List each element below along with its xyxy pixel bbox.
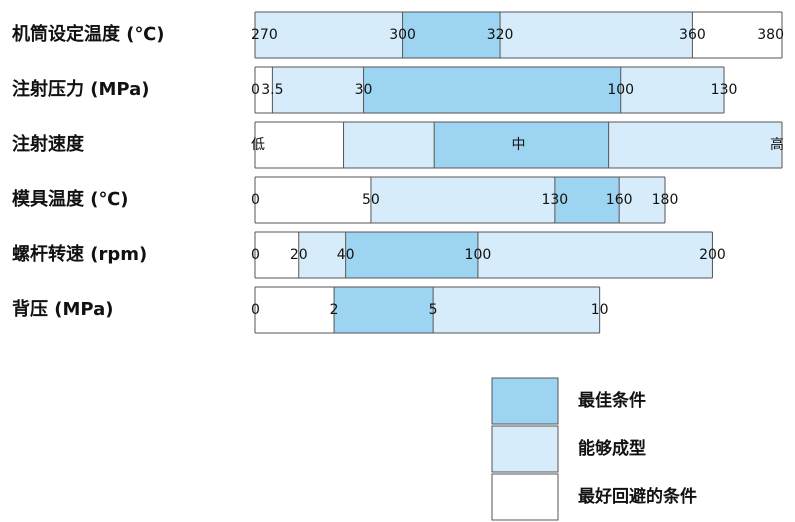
tick-label: 10 — [591, 302, 609, 318]
tick-label: 130 — [541, 192, 568, 208]
tick-label: 360 — [679, 27, 706, 43]
range-segment-ok — [343, 122, 435, 168]
row-label: 机筒设定温度 (℃) — [12, 23, 165, 45]
tick-label: 高 — [770, 136, 784, 153]
legend-swatch-avoid — [491, 473, 559, 521]
tick-label: 0 — [251, 302, 260, 318]
row-label: 螺杆转速 (rpm) — [12, 243, 147, 265]
tick-label: 50 — [362, 192, 380, 208]
range-segment-best — [402, 12, 501, 58]
tick-label: 130 — [711, 82, 738, 98]
tick-label: 30 — [355, 82, 373, 98]
range-segment-ok — [255, 12, 403, 58]
row-label: 背压 (MPa) — [12, 298, 114, 320]
range-segment-ok — [619, 177, 666, 223]
tick-label: 20 — [290, 247, 308, 263]
tick-label: 160 — [606, 192, 633, 208]
legend-label: 最佳条件 — [578, 390, 646, 411]
tick-label: 100 — [607, 82, 634, 98]
range-segment-ok — [298, 232, 346, 278]
range-segment-best — [554, 177, 620, 223]
range-segment-ok — [370, 177, 555, 223]
range-segment-avoid — [255, 122, 344, 168]
tick-label: 380 — [757, 27, 784, 43]
range-segment-avoid — [255, 67, 273, 113]
range-segment-avoid — [692, 12, 782, 58]
range-segment-avoid — [255, 287, 335, 333]
legend-swatch-best — [491, 377, 559, 425]
tick-label: 5 — [429, 302, 438, 318]
range-segment-ok — [477, 232, 713, 278]
range-segment-avoid — [255, 232, 299, 278]
row-label: 模具温度 (℃) — [12, 188, 129, 210]
tick-label: 0 — [251, 192, 260, 208]
tick-label: 中 — [512, 137, 526, 153]
range-segment-ok — [272, 67, 364, 113]
row-label: 注射压力 (MPa) — [12, 78, 150, 100]
tick-label: 低 — [251, 137, 265, 153]
range-segment-ok — [500, 12, 693, 58]
range-segment-ok — [433, 287, 600, 333]
range-segment-best — [334, 287, 434, 333]
legend-label: 能够成型 — [578, 438, 646, 459]
tick-label: 100 — [465, 247, 492, 263]
tick-label: 0 — [251, 82, 260, 98]
tick-label: 320 — [487, 27, 514, 43]
range-segment-avoid — [255, 177, 371, 223]
legend-swatch-ok — [491, 425, 559, 473]
tick-label: 2 — [330, 302, 339, 318]
tick-label: 3.5 — [261, 82, 283, 98]
tick-label: 200 — [699, 247, 726, 263]
tick-label: 40 — [337, 247, 355, 263]
tick-label: 0 — [251, 247, 260, 263]
range-segment-best — [363, 67, 621, 113]
tick-label: 270 — [251, 27, 278, 43]
legend-label: 最好回避的条件 — [578, 486, 697, 507]
range-segment-ok — [620, 67, 725, 113]
range-segment-ok — [608, 122, 782, 168]
range-segment-best — [434, 122, 609, 168]
tick-label: 300 — [389, 27, 416, 43]
tick-label: 180 — [652, 192, 679, 208]
range-segment-best — [345, 232, 478, 278]
row-label: 注射速度 — [12, 133, 85, 155]
